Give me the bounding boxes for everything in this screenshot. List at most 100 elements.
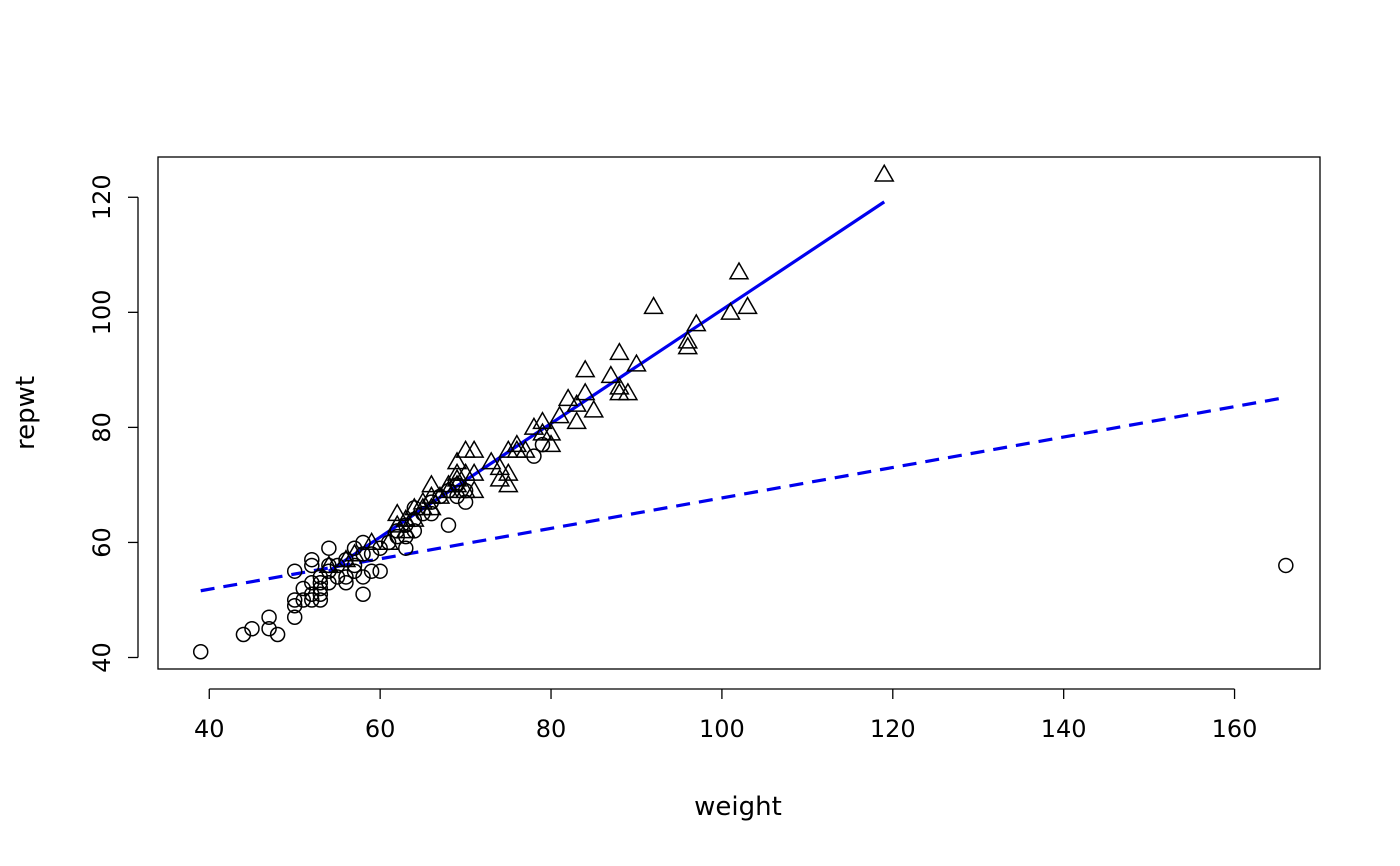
triangle-point [395, 520, 417, 539]
triangle-point [523, 416, 545, 435]
triangle-point [617, 382, 639, 401]
triangle-point [446, 451, 468, 470]
triangle-point [873, 163, 895, 182]
triangle-point [463, 439, 485, 458]
triangle-point [549, 405, 570, 424]
circle-point [440, 517, 457, 533]
triangle-point [515, 439, 536, 458]
circle-point [269, 626, 286, 643]
triangle-point [446, 474, 468, 493]
circle-point [286, 563, 303, 579]
x-tick-label: 160 [1212, 715, 1258, 743]
triangle-point [412, 491, 434, 510]
triangle-point [489, 468, 511, 487]
x-tick-label: 120 [870, 715, 916, 743]
circle-point [304, 551, 320, 568]
triangle-point [600, 365, 622, 384]
triangle-point [455, 439, 476, 458]
y-tick-label: 60 [88, 527, 116, 558]
data-points [192, 163, 1294, 660]
circle-point [312, 574, 329, 591]
circle-point [235, 626, 252, 643]
triangle-point [566, 393, 587, 412]
circle-point [1278, 557, 1294, 574]
triangle-point [609, 382, 630, 401]
triangle-point [344, 543, 365, 562]
y-tick-label: 100 [88, 289, 116, 335]
triangle-point [446, 468, 468, 487]
circle-point [286, 609, 303, 625]
triangle-point [728, 261, 750, 280]
circle-point [321, 563, 337, 579]
circle-point [363, 546, 380, 562]
fit-lines [200, 200, 1287, 593]
triangle-point [677, 330, 699, 349]
triangle-point [498, 462, 519, 481]
circle-point [321, 574, 337, 591]
y-axis: 40 60 80 100 120 [88, 174, 139, 673]
triangle-point [421, 474, 442, 493]
x-axis: 40 60 80 100 120 140 160 [194, 688, 1258, 743]
circle-point [526, 448, 542, 464]
triangle-point [574, 359, 596, 378]
circle-point [372, 563, 388, 579]
triangle-point [583, 399, 605, 418]
triangle-point [574, 382, 596, 401]
triangle-point [421, 497, 442, 516]
circle-point [304, 592, 320, 608]
circle-point [372, 540, 388, 556]
triangle-point [540, 422, 562, 441]
triangle-point [609, 376, 630, 395]
dashed-fit-line [200, 395, 1287, 593]
circle-point [355, 586, 371, 602]
circle-point [295, 592, 311, 608]
circle-point [192, 643, 209, 660]
triangle-point [643, 296, 664, 315]
y-tick-label: 80 [88, 412, 116, 443]
circle-point [304, 574, 320, 591]
triangle-point [429, 485, 451, 504]
x-tick-label: 60 [365, 715, 396, 743]
triangle-point [506, 434, 528, 453]
x-tick-label: 100 [699, 715, 745, 743]
circle-point [295, 580, 311, 597]
circle-point [286, 592, 303, 608]
y-axis-title: repwt [11, 376, 41, 450]
x-axis-title: weight [694, 792, 782, 822]
circle-point [338, 574, 354, 591]
triangle-point [498, 474, 519, 493]
triangle-point [737, 296, 758, 315]
triangle-point [677, 336, 699, 355]
circle-point [346, 540, 363, 556]
circle-point [338, 569, 354, 585]
circle-point [321, 540, 337, 556]
circle-point [304, 586, 320, 602]
solid-fit-line [327, 200, 886, 573]
plot-frame [157, 156, 1321, 670]
triangle-point [489, 457, 511, 476]
triangle-point [720, 301, 741, 320]
triangle-point [463, 462, 485, 481]
triangle-point [685, 313, 707, 332]
triangle-point [532, 411, 553, 430]
circle-point [261, 609, 277, 625]
circle-point [312, 580, 329, 597]
triangle-point [318, 554, 340, 573]
triangle-point [378, 531, 399, 550]
triangle-point [438, 480, 459, 499]
triangle-point [609, 342, 630, 361]
triangle-point [557, 388, 579, 407]
triangle-point [480, 451, 502, 470]
x-tick-label: 80 [536, 715, 567, 743]
triangle-point [540, 434, 562, 453]
circle-point [346, 557, 363, 574]
y-tick-label: 120 [88, 174, 116, 220]
triangle-point [335, 549, 357, 568]
y-tick-label: 40 [88, 642, 116, 673]
circle-point [286, 597, 303, 614]
circle-point [355, 569, 371, 585]
circle-point [312, 586, 329, 602]
triangle-point [361, 531, 382, 550]
triangle-point [626, 353, 647, 372]
